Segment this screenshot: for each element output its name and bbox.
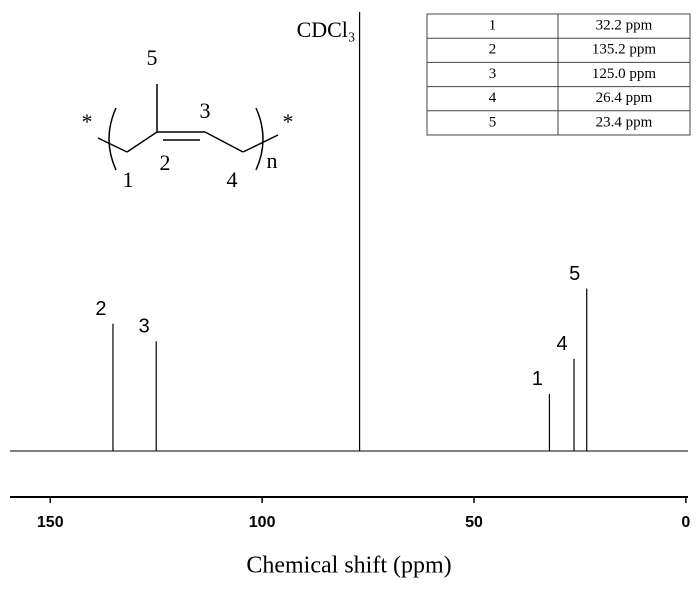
structure: [97, 84, 279, 171]
structure-labels: * 5 3 2 1 4 n *: [82, 45, 294, 192]
table-cell: 135.2 ppm: [592, 42, 657, 58]
peak-label: 2: [95, 298, 106, 320]
table-cell: 26.4 ppm: [596, 90, 653, 106]
x-tick-label: 50: [465, 514, 483, 531]
x-tick-label: 0: [681, 514, 690, 531]
bond: [97, 137, 128, 153]
bracket: [255, 107, 264, 171]
structure-label: *: [82, 109, 93, 134]
table-cell: 23.4 ppm: [596, 114, 653, 130]
structure-label: 1: [123, 167, 134, 192]
peak-label: 1: [532, 368, 543, 390]
peak-label: 4: [556, 333, 567, 355]
bond: [204, 131, 244, 153]
table-cell: 3: [489, 66, 497, 82]
bond: [242, 134, 279, 153]
structure-label: 5: [147, 45, 158, 70]
peak-label: CDCl₃: [297, 17, 356, 42]
bracket: [108, 107, 117, 171]
x-axis-title: Chemical shift (ppm): [246, 553, 451, 579]
structure-label: *: [283, 109, 294, 134]
table-cell: 1: [489, 18, 497, 34]
bond: [126, 131, 158, 153]
table-cell: 4: [489, 90, 497, 106]
structure-label: 4: [227, 167, 238, 192]
table-cell: 2: [489, 42, 497, 58]
structure-label: 2: [160, 150, 171, 175]
x-tick-label: 100: [249, 514, 276, 531]
table-cell: 32.2 ppm: [596, 18, 653, 34]
structure-label: 3: [200, 98, 211, 123]
peak-label: 5: [569, 263, 580, 285]
x-tick-label: 150: [37, 514, 64, 531]
table-cell: 125.0 ppm: [592, 66, 657, 82]
structure-label: n: [267, 148, 278, 173]
peak-label: 3: [139, 316, 150, 338]
table-cell: 5: [489, 114, 497, 130]
shift-table: 1 32.2 ppm 2 135.2 ppm 3 125.0 ppm 4 26.4 ppm 5 2…: [426, 13, 691, 136]
